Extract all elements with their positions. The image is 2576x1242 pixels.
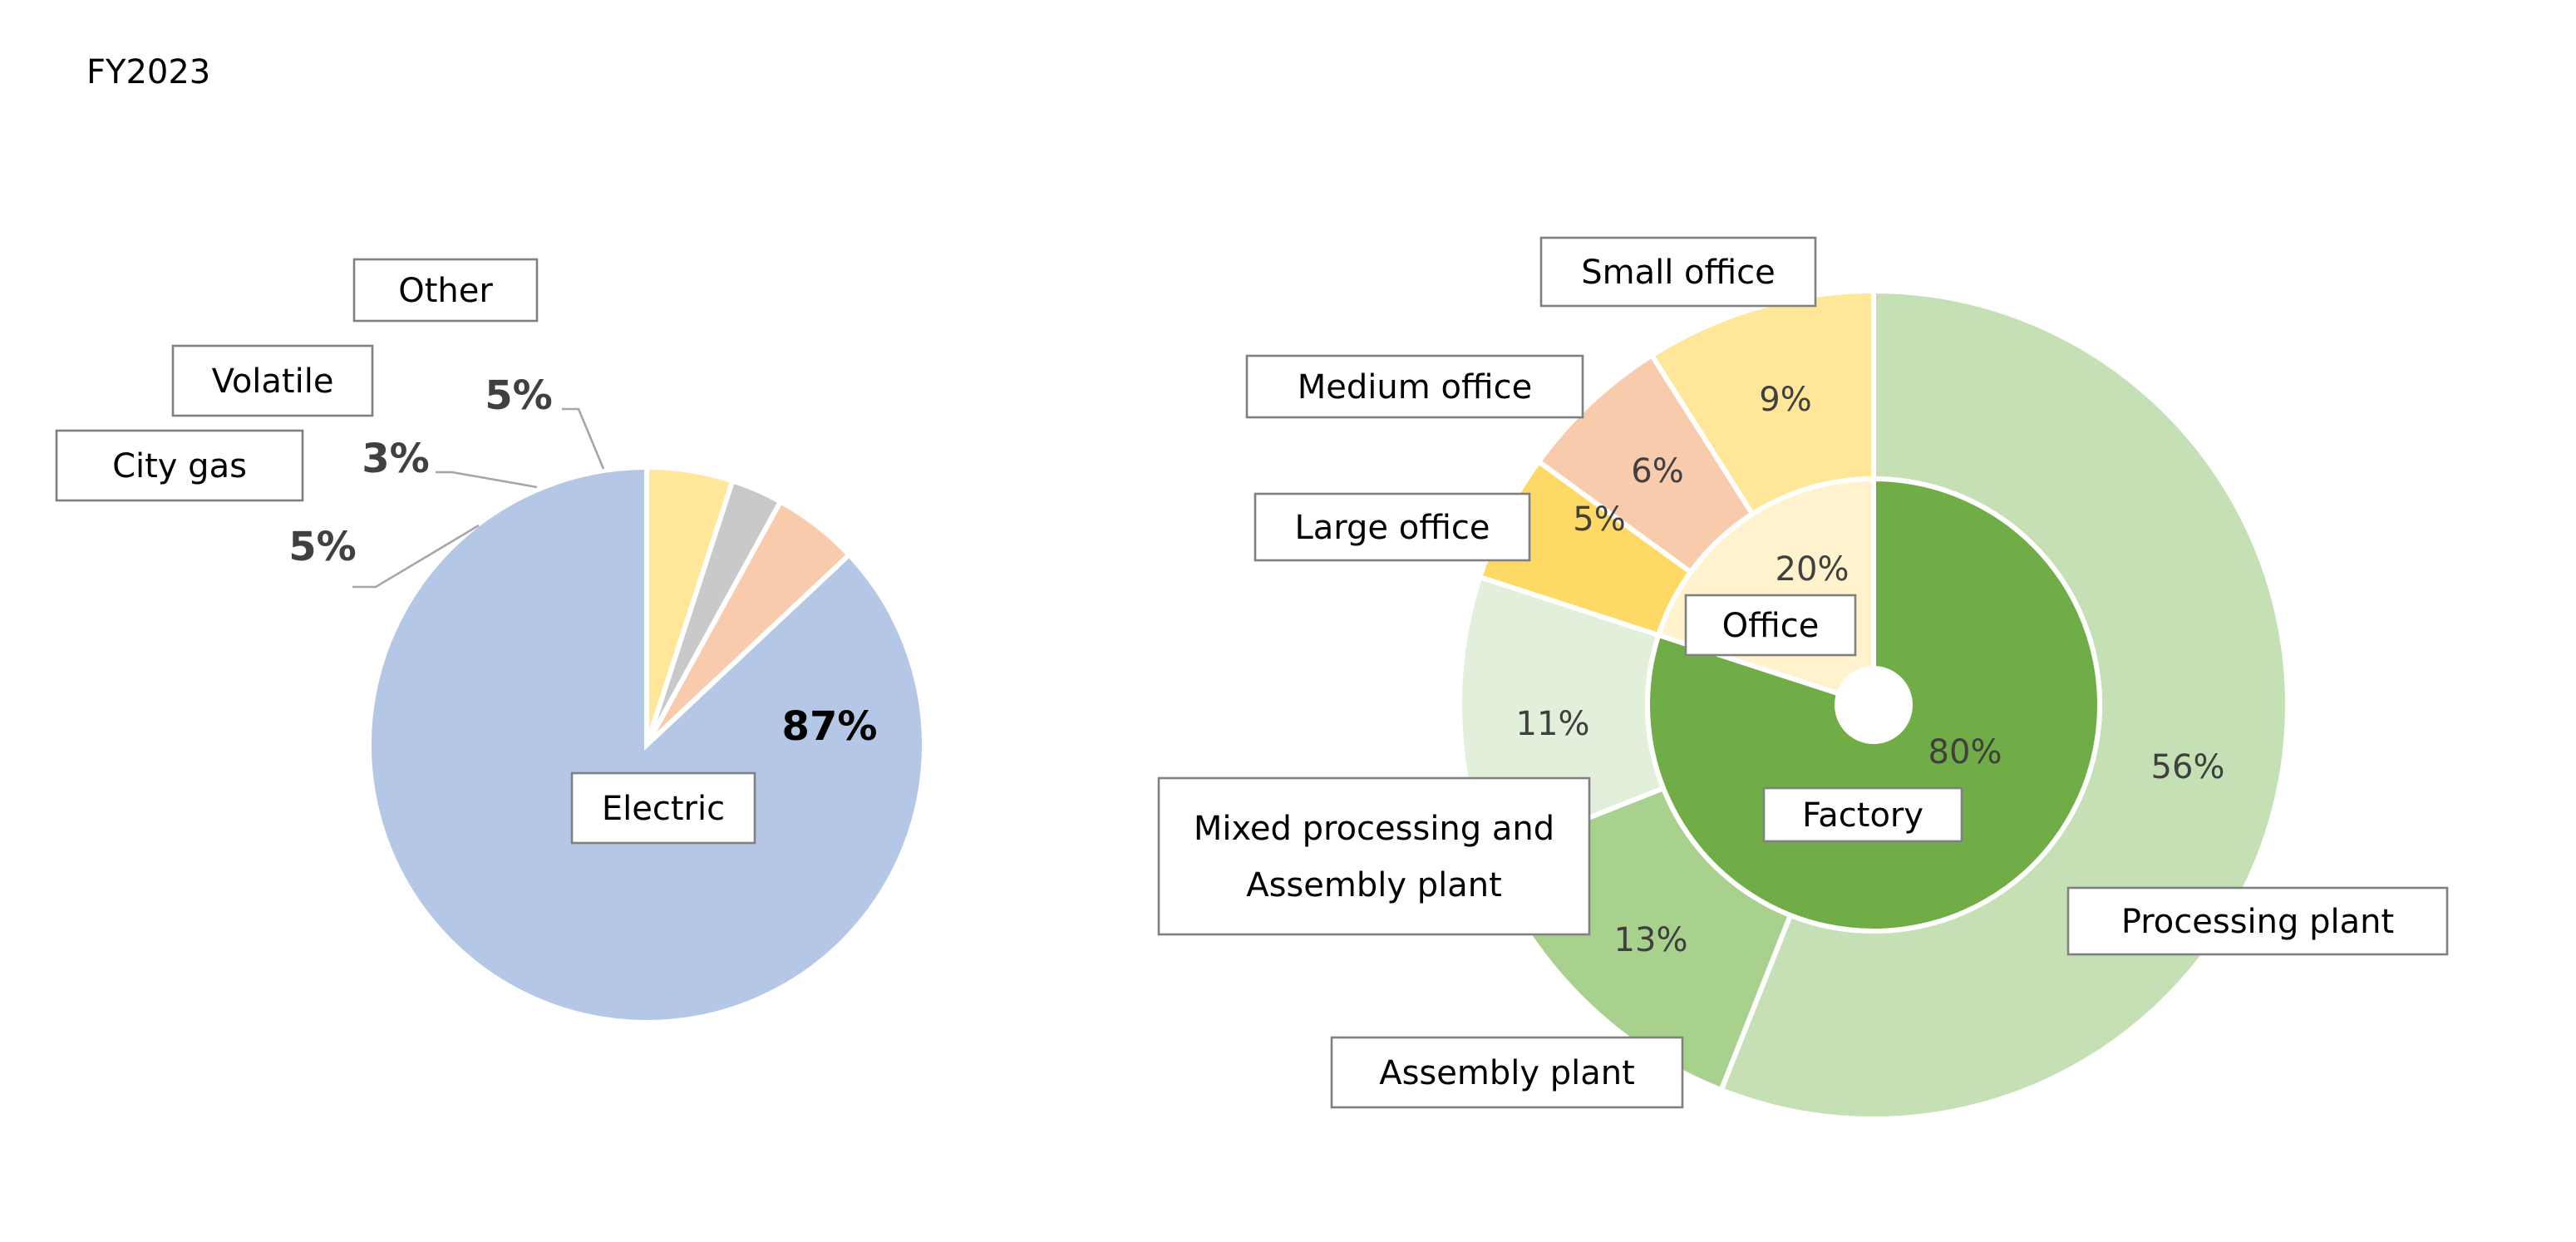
volatile-leader-line (436, 471, 538, 489)
office-value-label: 20% (1776, 550, 1849, 589)
other-label-frame (352, 258, 539, 323)
assembly-plant-label-box: Assembly plant (1330, 1036, 1684, 1109)
electric-label-frame (570, 771, 756, 845)
small-office-label-box: Small office (1539, 236, 1817, 308)
factory-label-frame (1762, 786, 1963, 843)
mixed-plant-label-frame (1157, 776, 1591, 936)
other-label: Other (398, 272, 493, 310)
medium-office-label-box: Medium office (1245, 354, 1584, 419)
small-office-label-frame (1539, 236, 1817, 308)
volatile-value-label: 3% (362, 436, 430, 482)
other-label-box: Other (352, 258, 539, 323)
assembly-plant-label-frame (1330, 1036, 1684, 1109)
electric-label-box: Electric (570, 771, 756, 845)
medium-office-label-frame (1245, 354, 1584, 419)
city-gas-value-label: 5% (288, 524, 357, 570)
other-leader-line (562, 407, 605, 470)
electric-label: Electric (602, 790, 725, 828)
processing-plant-label-box: Processing plant (2066, 886, 2449, 956)
mixed-plant-value-label: 11% (1516, 705, 1590, 743)
assembly-plant-value-label: 13% (1614, 921, 1688, 959)
mixed-plant-label-box: Mixed processing and Assembly plant (1157, 776, 1591, 936)
large-office-label: Large office (1295, 509, 1490, 547)
small-office-value-label: 9% (1759, 381, 1811, 419)
large-office-label-frame (1254, 492, 1531, 562)
large-office-label-box: Large office (1254, 492, 1531, 562)
city-gas-leader-line (352, 524, 480, 589)
inner-ring-slice-factory (1645, 476, 2102, 934)
office-label-frame (1684, 594, 1857, 657)
factory-label-box: Factory (1762, 786, 1963, 843)
volatile-label-frame (171, 344, 374, 417)
volatile-label-box: Volatile (171, 344, 374, 417)
city-gas-label-frame (55, 429, 304, 502)
processing-plant-label: Processing plant (2121, 903, 2394, 941)
mixed-plant-label: Mixed processing and (1194, 810, 1554, 848)
factory-value-label: 80% (1928, 733, 2002, 771)
other-value-label: 5% (485, 372, 553, 419)
medium-office-label: Medium office (1298, 368, 1532, 407)
medium-office-value-label: 6% (1631, 452, 1683, 490)
small-office-label: Small office (1581, 254, 1776, 292)
processing-plant-value-label: 56% (2151, 748, 2225, 786)
city-gas-label: City gas (112, 447, 247, 485)
volatile-label: Volatile (212, 362, 334, 401)
large-office-value-label: 5% (1573, 500, 1625, 539)
factory-label: Factory (1802, 796, 1923, 835)
assembly-plant-label: Assembly plant (1379, 1054, 1635, 1092)
electric-value-label: 87% (782, 703, 878, 750)
pie-slice-other (644, 464, 736, 746)
processing-plant-label-frame (2066, 886, 2449, 956)
office-label-box: Office (1684, 594, 1857, 657)
city-gas-label-box: City gas (55, 429, 304, 502)
mixed-plant-label: Assembly plant (1246, 866, 1502, 904)
period-label: FY2023 (86, 52, 211, 91)
office-label: Office (1722, 607, 1820, 645)
